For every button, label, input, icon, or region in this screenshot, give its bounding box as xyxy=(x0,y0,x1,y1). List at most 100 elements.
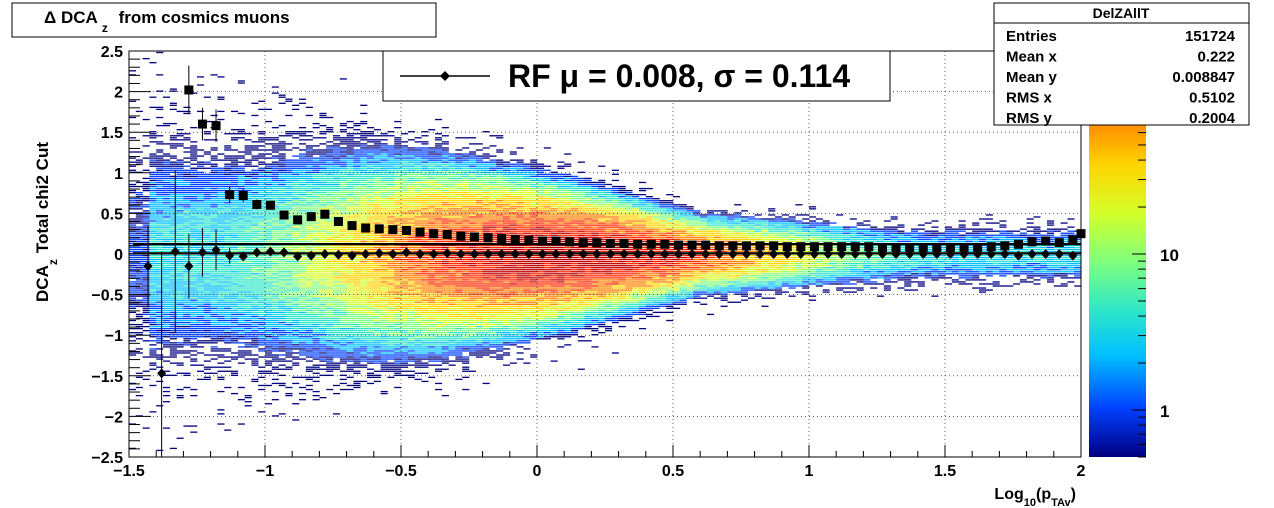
heat-cell xyxy=(190,173,198,175)
heat-cell xyxy=(407,258,415,261)
heat-cell xyxy=(360,222,368,224)
heat-cell xyxy=(346,291,354,293)
heat-cell xyxy=(401,287,409,289)
heat-cell xyxy=(142,279,150,281)
heat-cell xyxy=(428,179,436,182)
heat-cell xyxy=(190,388,198,391)
heat-cell xyxy=(346,346,354,348)
heat-cell xyxy=(373,350,381,352)
heat-cell xyxy=(149,299,157,301)
heat-cell xyxy=(197,232,205,234)
heat-cell xyxy=(183,277,191,279)
heat-cell xyxy=(190,232,198,234)
heat-cell xyxy=(217,210,225,212)
heat-cell xyxy=(394,293,402,295)
heat-cell xyxy=(428,281,436,283)
heat-cell xyxy=(360,191,368,194)
heat-cell xyxy=(292,356,300,358)
heat-cell xyxy=(387,348,395,350)
heat-cell xyxy=(380,321,388,324)
heat-cell xyxy=(380,139,388,141)
heat-cell xyxy=(407,165,415,167)
heat-cell xyxy=(387,236,395,238)
heat-cell xyxy=(183,151,191,153)
heat-cell xyxy=(407,332,415,334)
heat-cell xyxy=(183,232,191,234)
heat-cell xyxy=(142,196,150,198)
heat-cell xyxy=(367,187,375,190)
heat-cell xyxy=(353,307,361,309)
heat-cell xyxy=(251,157,259,159)
heat-cell xyxy=(190,295,198,297)
heat-cell xyxy=(360,240,368,242)
heat-cell xyxy=(373,319,381,322)
heat-cell xyxy=(285,226,293,228)
heat-cell xyxy=(299,216,307,218)
heat-cell xyxy=(414,338,422,340)
heat-cell xyxy=(271,173,279,175)
heat-cell xyxy=(407,376,415,378)
heat-cell xyxy=(251,218,259,220)
heat-cell xyxy=(333,228,341,230)
heat-cell xyxy=(339,212,347,214)
heat-cell xyxy=(414,238,422,240)
heat-cell xyxy=(407,281,415,283)
heat-cell xyxy=(292,265,300,267)
heat-cell xyxy=(312,163,320,165)
heat-cell xyxy=(237,297,245,299)
heat-cell xyxy=(285,194,293,196)
heat-cell xyxy=(333,244,341,247)
heat-cell xyxy=(319,204,327,206)
heat-cell xyxy=(169,273,177,275)
heat-cell xyxy=(190,263,198,265)
heat-cell xyxy=(278,159,286,161)
heat-cell xyxy=(326,258,334,261)
heat-cell xyxy=(278,273,286,275)
heat-cell xyxy=(271,348,279,350)
heat-cell xyxy=(251,317,259,320)
heat-cell xyxy=(339,129,347,131)
heat-cell xyxy=(210,321,218,324)
heat-cell xyxy=(435,287,443,289)
heat-cell xyxy=(149,313,157,316)
heat-cell xyxy=(428,332,436,334)
heat-cell xyxy=(210,315,218,318)
heat-cell xyxy=(237,82,245,84)
heat-cell xyxy=(380,236,388,238)
heat-cell xyxy=(149,106,157,109)
heat-cell xyxy=(305,273,313,275)
heat-cell xyxy=(380,206,388,208)
heat-cell xyxy=(197,378,205,381)
heat-cell xyxy=(346,120,354,123)
heat-cell xyxy=(428,325,436,328)
heat-cell xyxy=(312,315,320,318)
heat-cell xyxy=(203,163,211,165)
heat-cell xyxy=(353,327,361,330)
heat-cell xyxy=(421,236,429,238)
heat-cell xyxy=(353,198,361,200)
heat-cell xyxy=(197,342,205,344)
heat-cell xyxy=(367,327,375,330)
heat-cell xyxy=(271,325,279,328)
heat-cell xyxy=(339,327,347,330)
heat-cell xyxy=(421,204,429,206)
heat-cell xyxy=(353,273,361,275)
heat-cell xyxy=(217,153,225,155)
heat-cell xyxy=(299,260,307,263)
heat-cell xyxy=(271,224,279,226)
heat-cell xyxy=(197,238,205,240)
heat-cell xyxy=(367,127,375,129)
heat-cell xyxy=(217,244,225,247)
heat-cell xyxy=(319,256,327,259)
heat-cell xyxy=(237,200,245,202)
heat-cell xyxy=(421,258,429,261)
heat-cell xyxy=(428,309,436,312)
heat-cell xyxy=(237,226,245,228)
heat-cell xyxy=(237,161,245,163)
heat-cell xyxy=(373,285,381,287)
heat-cell xyxy=(380,370,388,372)
heat-cell xyxy=(387,358,395,360)
heat-cell xyxy=(244,354,252,356)
heat-cell xyxy=(271,293,279,295)
heat-cell xyxy=(265,218,273,220)
